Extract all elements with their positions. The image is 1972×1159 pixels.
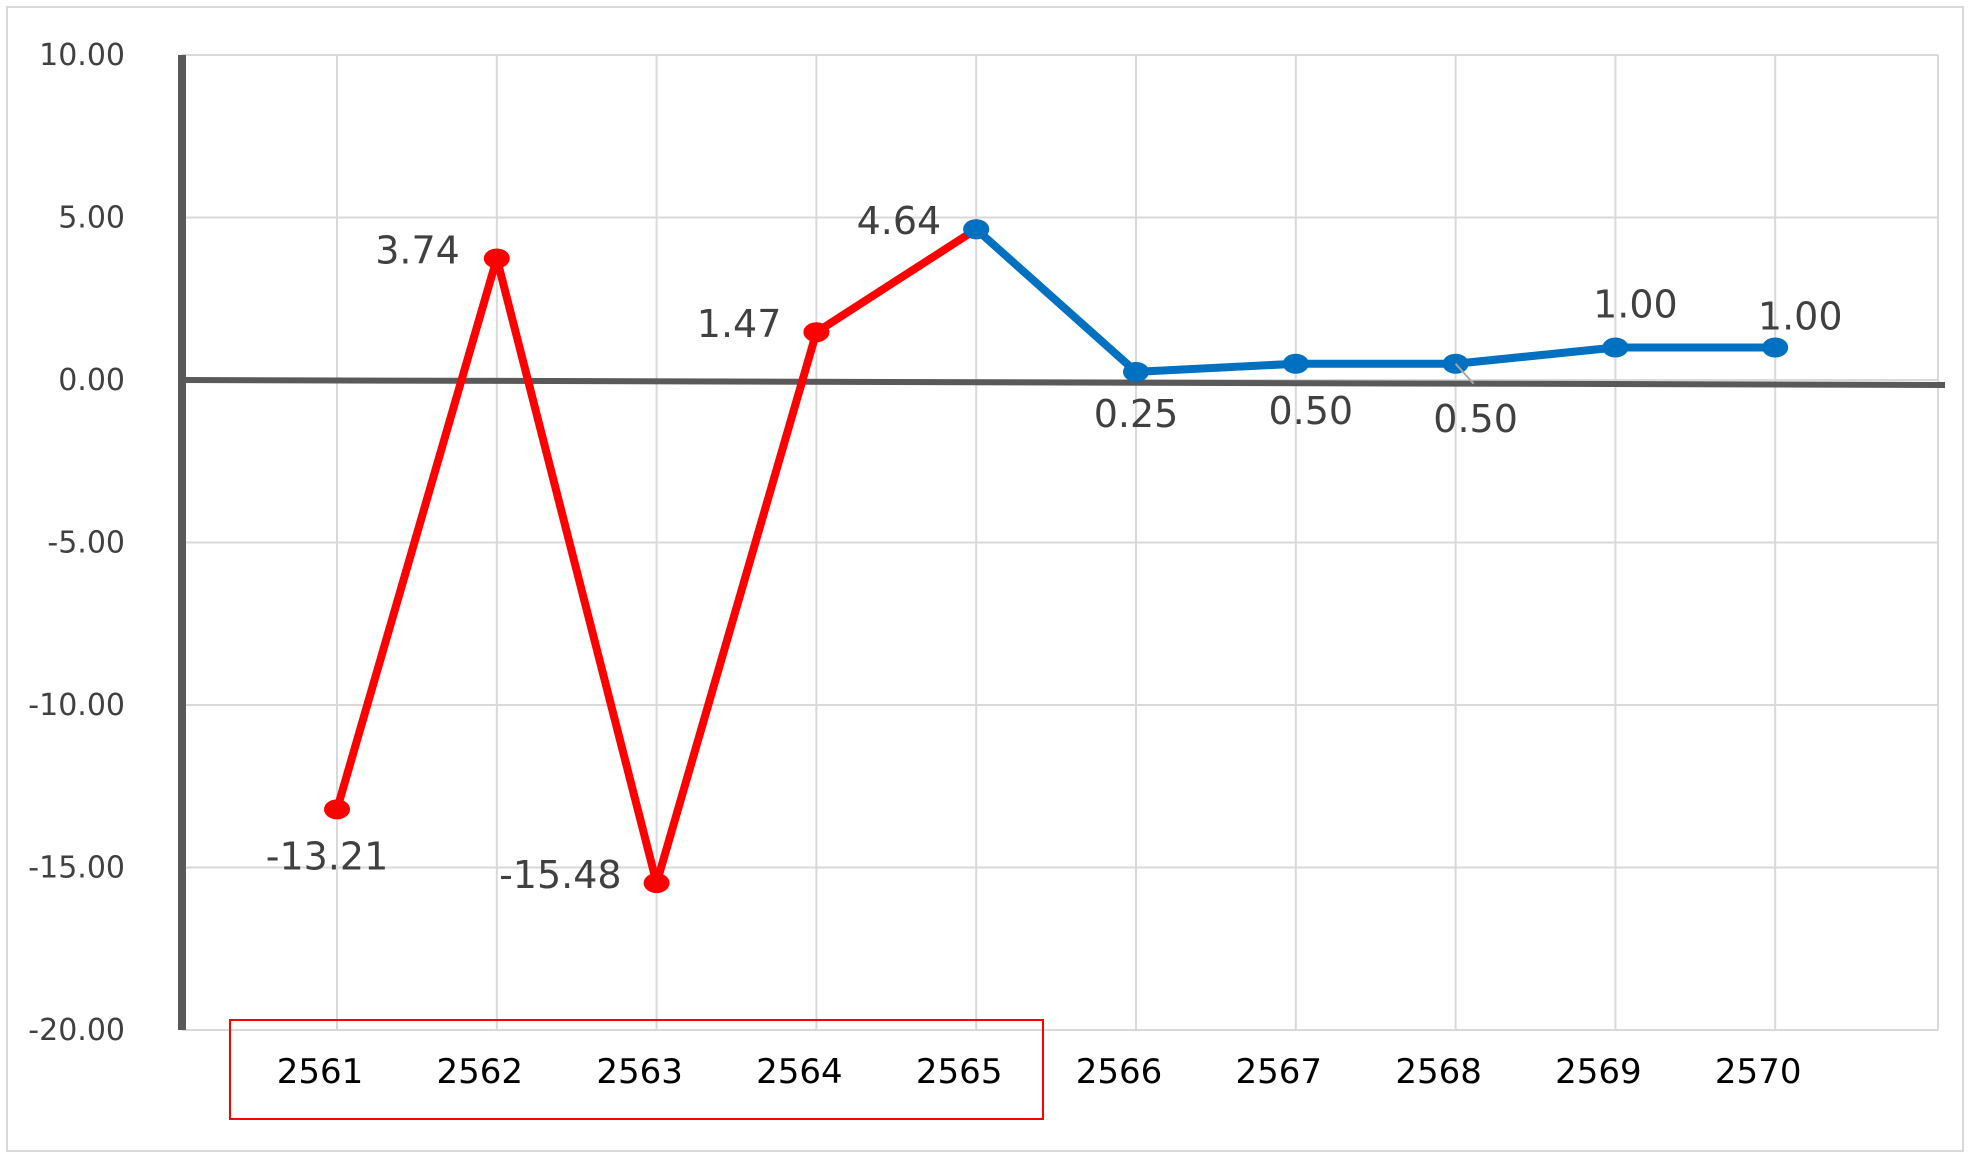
x-tick-label: 2569 — [1555, 1052, 1642, 1092]
y-tick-label: 0.00 — [58, 363, 125, 398]
y-tick-label: -15.00 — [28, 851, 125, 886]
actual-data-point — [483, 248, 510, 269]
y-tick-label: 10.00 — [39, 38, 125, 73]
data-label: 1.47 — [697, 302, 782, 346]
data-label: 1.00 — [1593, 283, 1678, 327]
y-tick-label: -5.00 — [47, 526, 125, 561]
highlight-box — [229, 1019, 1044, 1120]
data-label: -15.48 — [499, 853, 622, 897]
actual-data-point — [803, 322, 830, 343]
data-label: 3.74 — [375, 228, 460, 272]
x-tick-label: 2561 — [277, 1052, 364, 1092]
data-label: -13.21 — [266, 834, 389, 878]
forecast-data-point — [1762, 337, 1789, 358]
y-tick-label: 5.00 — [58, 201, 125, 236]
x-tick-label: 2568 — [1395, 1052, 1482, 1092]
data-label: 0.25 — [1094, 392, 1179, 436]
y-tick-label: -20.00 — [28, 1013, 125, 1048]
x-tick-label: 2567 — [1236, 1052, 1323, 1092]
forecast-series-line — [973, 226, 1776, 376]
data-label: 1.00 — [1758, 295, 1843, 339]
data-label: 4.64 — [857, 199, 942, 243]
actual-data-point — [643, 873, 670, 894]
y-tick-label: -10.00 — [28, 688, 125, 723]
x-tick-label: 2564 — [756, 1052, 843, 1092]
x-tick-label: 2565 — [916, 1052, 1003, 1092]
forecast-data-point — [963, 219, 990, 240]
chart-frame — [6, 6, 1964, 1152]
data-label: 0.50 — [1433, 397, 1518, 441]
actual-data-point — [324, 799, 350, 820]
zero-axis-line — [181, 377, 1946, 388]
forecast-data-point — [1602, 337, 1629, 358]
forecast-data-point — [1123, 361, 1149, 382]
data-label: 0.50 — [1268, 389, 1353, 433]
x-tick-label: 2563 — [596, 1052, 683, 1092]
x-tick-label: 2562 — [437, 1052, 524, 1092]
forecast-data-point — [1282, 353, 1309, 374]
label-leader-line — [1454, 363, 1475, 385]
x-tick-label: 2566 — [1076, 1052, 1163, 1092]
x-tick-label: 2570 — [1715, 1052, 1802, 1092]
